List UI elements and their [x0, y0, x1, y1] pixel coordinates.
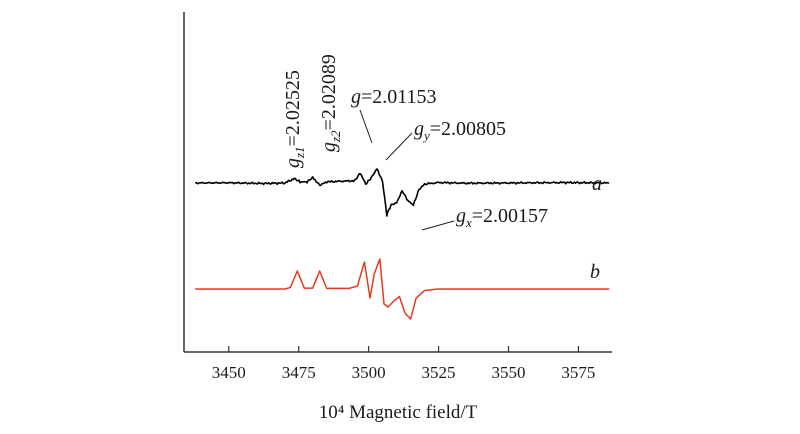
annotation-gz2-text: gz2=2.02089	[318, 54, 343, 152]
annotation-gz1-text: gz1=2.02525	[282, 70, 307, 168]
annotation-gy-leader	[385, 132, 413, 161]
trace-label-a: a	[592, 173, 602, 195]
trace-labels: a b	[590, 173, 602, 283]
x-tick-label: 3575	[561, 363, 595, 382]
x-tick-label: 3525	[422, 363, 456, 382]
x-axis-ticks: 3450 3475 3500 3525 3550 3575	[212, 346, 595, 382]
annotation-gz2: gz2=2.02089	[318, 54, 343, 152]
annotation-gy: gy=2.00805	[385, 118, 506, 161]
annotation-g-text: g=2.01153	[351, 86, 437, 108]
annotation-g-leader	[359, 109, 373, 144]
x-tick-label: 3450	[212, 363, 246, 382]
series-line-a	[195, 168, 610, 217]
x-tick-label: 3500	[352, 363, 386, 382]
annotation-gy-text: gy=2.00805	[414, 118, 506, 143]
series-line-b	[195, 258, 610, 320]
annotation-g: g=2.01153	[351, 86, 437, 144]
x-axis-title: 10⁴ Magnetic field/T	[319, 402, 478, 423]
annotation-gx: gx=2.00157	[421, 205, 548, 231]
annotation-gx-text: gx=2.00157	[456, 205, 548, 230]
series-layer	[195, 168, 610, 320]
annotation-gx-leader	[421, 220, 455, 231]
x-tick-label: 3550	[491, 363, 525, 382]
trace-label-b: b	[590, 261, 600, 283]
annotation-gz1: gz1=2.02525	[282, 70, 307, 168]
plot-area	[183, 12, 612, 353]
x-tick-label: 3475	[282, 363, 316, 382]
g-value-annotations: gz1=2.02525 gz2=2.02089 g=2.01153 gy=2.0…	[282, 54, 548, 231]
